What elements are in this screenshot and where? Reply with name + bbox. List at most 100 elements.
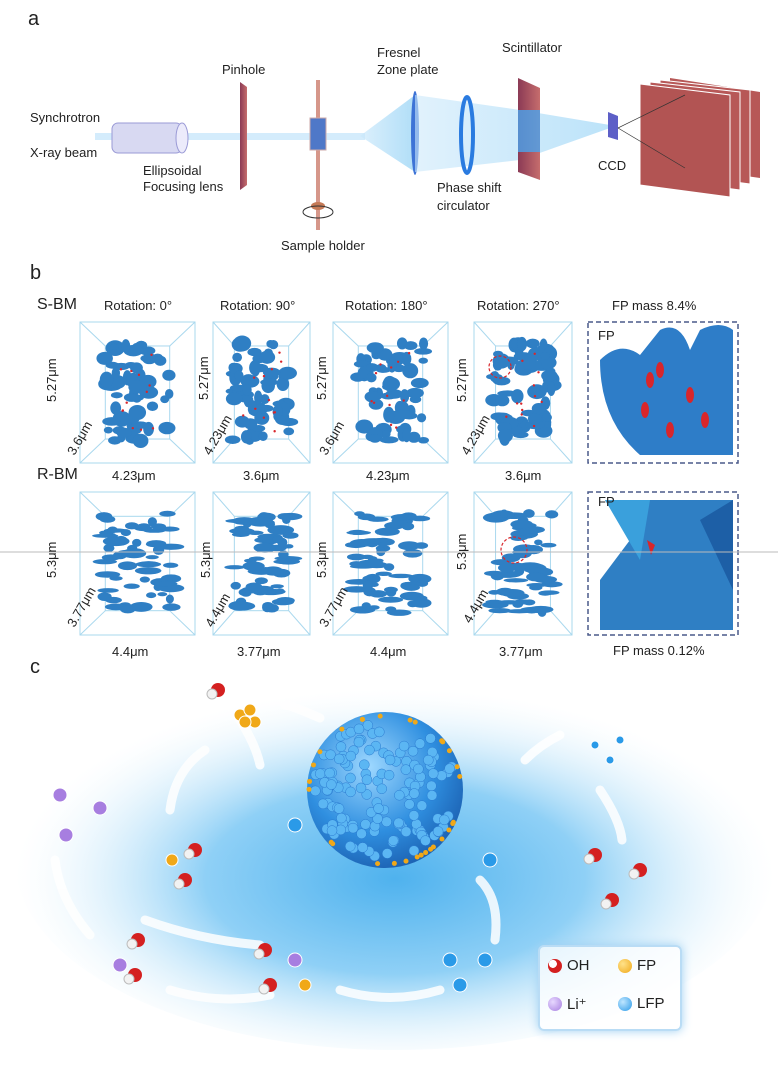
lfp-particle	[482, 852, 498, 868]
flow-arrow	[595, 785, 627, 845]
label-scintillator: Scintillator	[502, 40, 562, 55]
fp-spot	[279, 360, 283, 363]
li-ion	[58, 827, 74, 843]
lfp-bead	[328, 828, 340, 840]
fp-spot	[267, 398, 271, 402]
oh-molecule	[628, 863, 647, 880]
lfp-bead	[345, 772, 356, 784]
lfp-bead	[361, 774, 373, 786]
fp-inset-label: FP	[598, 328, 615, 343]
phase-ring-icon	[459, 95, 475, 175]
legend-item-oh: OH	[548, 957, 590, 974]
oh-molecule	[583, 848, 602, 865]
label-phase-shift: Phase shift	[437, 180, 502, 195]
lfp-bead	[432, 826, 444, 837]
fp-spot	[145, 390, 148, 394]
lfp-bead	[369, 850, 380, 862]
lfp-bead	[337, 818, 349, 829]
fp-particle	[238, 715, 252, 729]
flow-arrow	[165, 985, 275, 1004]
fp-spot	[273, 430, 276, 433]
oh-molecule-icon	[548, 958, 562, 973]
width-dim: 4.23μm	[366, 468, 410, 483]
lfp-bead	[310, 785, 321, 797]
flow-arrow	[335, 985, 445, 1002]
lfp-bead	[333, 753, 345, 765]
height-dim: 5.3μm	[314, 541, 329, 578]
label-circulator: circulator	[437, 198, 490, 213]
fp-bead	[359, 716, 365, 722]
lfp-bead	[413, 763, 424, 775]
lfp-bead	[322, 798, 334, 809]
lfp-bead	[327, 776, 338, 788]
lfp-bead	[378, 804, 390, 816]
fp-spot	[370, 400, 373, 403]
lfp-bead	[347, 822, 359, 834]
fp-spot	[125, 401, 128, 404]
flow-arrow	[225, 700, 265, 770]
fp-spot	[119, 368, 123, 371]
lfp-bead	[335, 824, 346, 836]
label-pinhole: Pinhole	[222, 62, 266, 77]
fp-spot	[389, 423, 393, 427]
fp-particle	[248, 715, 262, 729]
lfp-bead	[324, 767, 335, 779]
lfp-bead	[359, 759, 370, 770]
lfp-bead	[326, 779, 337, 790]
lfp-bead	[426, 756, 437, 767]
panel-c-label: c	[30, 656, 40, 678]
legend-label: FP	[637, 957, 657, 974]
lfp-bead	[369, 820, 381, 832]
legend-label: LFP	[637, 995, 665, 1012]
xray-setup-diagram	[95, 78, 760, 230]
lfp-bead	[348, 745, 359, 756]
fp-inset-frame	[587, 321, 739, 464]
fp-spot	[520, 413, 523, 416]
fp-bead	[403, 858, 409, 864]
lfp-bead	[336, 812, 347, 824]
lfp-bead	[361, 789, 373, 800]
lfp-bead	[345, 726, 356, 738]
panel-a-label: a	[28, 8, 40, 30]
lfp-bead	[345, 750, 357, 762]
fp-spot	[540, 400, 543, 404]
sample-holder-icon	[302, 80, 334, 230]
particle-render	[224, 512, 303, 613]
lfp-bead	[404, 777, 415, 789]
width-dim: 3.6μm	[243, 468, 280, 483]
lfp-bead	[383, 769, 395, 781]
lfp-bead	[353, 723, 365, 735]
fp-inset-render	[600, 500, 733, 630]
lfp-bead	[394, 747, 406, 759]
oh-molecule	[253, 943, 272, 960]
fp-spot	[407, 351, 411, 355]
lfp-bead	[325, 749, 336, 761]
legend-label: OH	[567, 957, 590, 974]
lfp-bead	[363, 846, 375, 857]
fp-particle	[233, 708, 247, 722]
width-dim: 4.23μm	[112, 468, 156, 483]
lfp-bead	[443, 810, 454, 822]
lfp-bead	[326, 767, 338, 778]
fp-bead	[450, 819, 456, 825]
lfp-bead	[384, 754, 396, 766]
lfp-bead	[353, 736, 365, 748]
rotation-270-label: Rotation: 270°	[477, 298, 560, 313]
lfp-particle	[442, 952, 458, 968]
rotation-0-label: Rotation: 0°	[104, 298, 173, 313]
lfp-bead	[408, 810, 420, 821]
lfp-bead	[426, 790, 438, 801]
fp-spot	[137, 373, 141, 377]
label-sample-holder: Sample holder	[281, 238, 365, 253]
lfp-bead	[427, 768, 439, 779]
lfp-bead	[372, 775, 383, 787]
lfp-bead	[420, 835, 431, 846]
lfp-bead	[432, 813, 444, 824]
fp-bead	[360, 716, 366, 722]
lfp-bead	[335, 730, 346, 742]
fp-bead	[439, 738, 445, 744]
lfp-bead	[319, 777, 330, 788]
lfp-bead	[314, 768, 326, 779]
fp-bead	[307, 778, 313, 784]
oh-molecule	[173, 873, 192, 890]
